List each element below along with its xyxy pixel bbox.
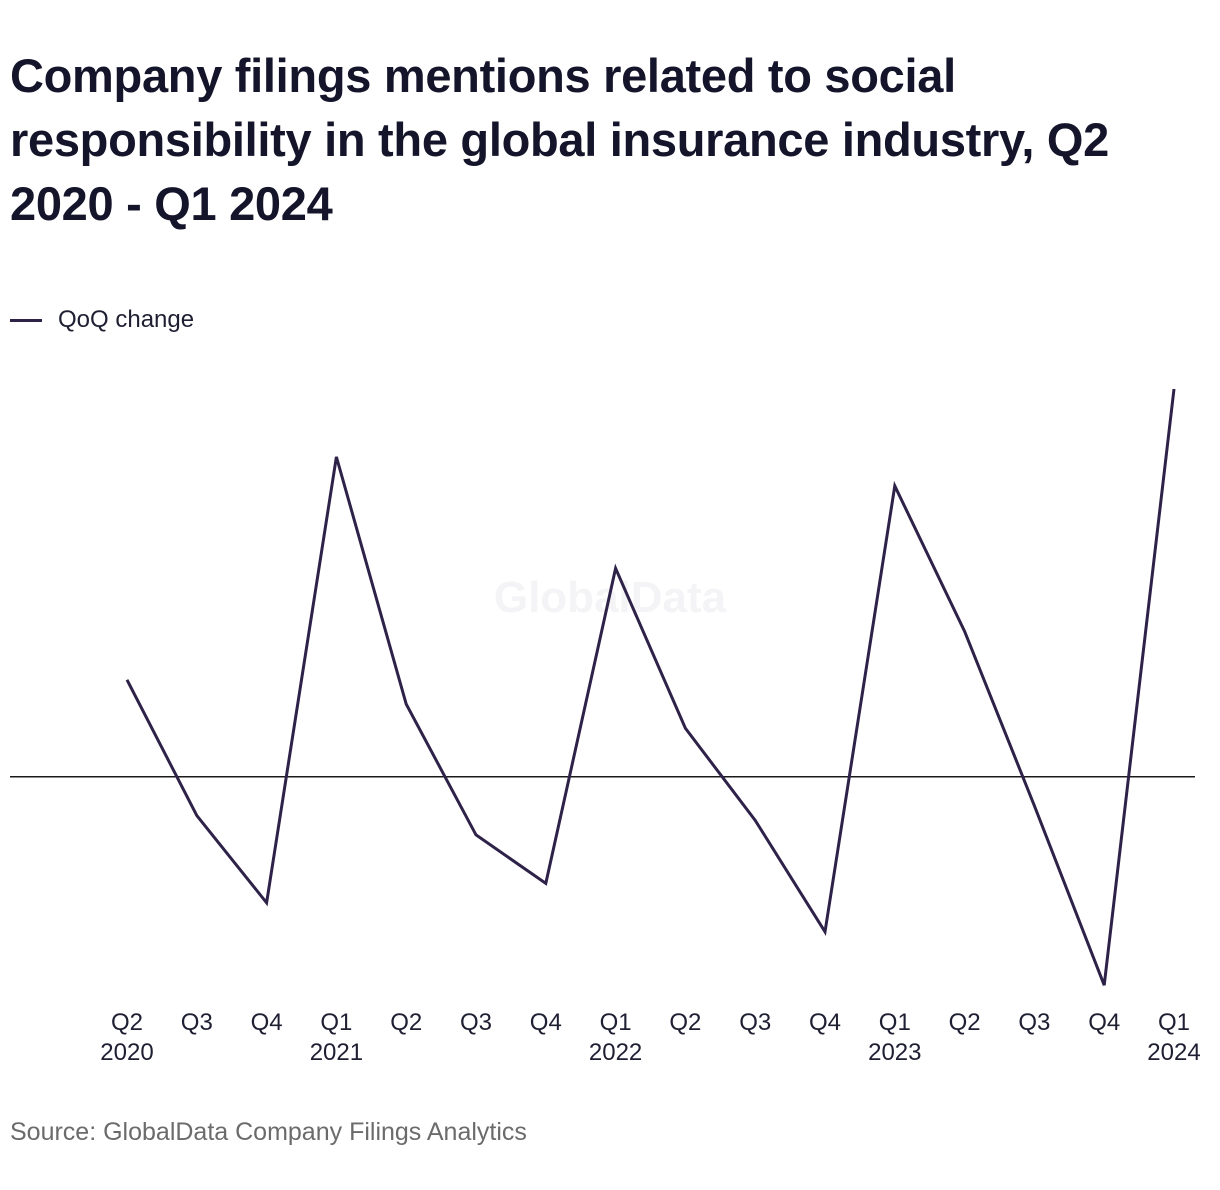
data-point[interactable] <box>332 453 340 461</box>
series-line-0 <box>125 388 1176 986</box>
x-tick-quarter: Q4 <box>530 1009 562 1036</box>
data-point[interactable] <box>1030 802 1038 810</box>
x-tick-quarter: Q2 <box>111 1009 143 1036</box>
data-point[interactable] <box>612 564 620 572</box>
data-point[interactable] <box>402 700 410 708</box>
data-point[interactable] <box>751 816 759 824</box>
x-tick-year: 2023 <box>868 1039 921 1066</box>
x-tick-year: 2024 <box>1147 1039 1200 1066</box>
x-tick-quarter: Q4 <box>809 1009 841 1036</box>
legend-line-swatch <box>10 318 42 322</box>
x-tick-quarter: Q2 <box>390 1009 422 1036</box>
data-point[interactable] <box>821 928 829 936</box>
x-tick-year: 2021 <box>310 1039 363 1066</box>
data-point[interactable] <box>961 627 969 635</box>
data-point[interactable] <box>123 676 131 684</box>
source-note: Source: GlobalData Company Filings Analy… <box>10 1118 527 1146</box>
x-tick-quarter: Q1 <box>320 1009 352 1036</box>
x-tick-quarter: Q1 <box>600 1009 632 1036</box>
x-tick-quarter: Q3 <box>460 1009 492 1036</box>
x-tick-year: 2022 <box>589 1039 642 1066</box>
x-tick-quarter: Q1 <box>1158 1009 1190 1036</box>
x-tick-quarter: Q3 <box>181 1009 213 1036</box>
x-tick-quarter: Q2 <box>669 1009 701 1036</box>
x-tick-quarter: Q3 <box>739 1009 771 1036</box>
data-point[interactable] <box>891 482 899 490</box>
data-point[interactable] <box>542 879 550 887</box>
legend-label: QoQ change <box>58 306 195 333</box>
x-tick-quarter: Q4 <box>1088 1009 1120 1036</box>
x-tick-year: 2020 <box>100 1039 153 1066</box>
legend: QoQ change <box>10 306 194 334</box>
data-point[interactable] <box>1170 385 1178 393</box>
x-tick-quarter: Q4 <box>251 1009 283 1036</box>
data-point[interactable] <box>472 831 480 839</box>
data-point[interactable] <box>263 899 271 907</box>
data-point[interactable] <box>1100 981 1108 989</box>
x-tick-quarter: Q3 <box>1018 1009 1050 1036</box>
x-tick-quarter: Q2 <box>949 1009 981 1036</box>
chart-title: Company filings mentions related to soci… <box>10 49 1109 230</box>
data-point[interactable] <box>193 812 201 820</box>
x-tick-quarter: Q1 <box>879 1009 911 1036</box>
data-point[interactable] <box>681 724 689 732</box>
